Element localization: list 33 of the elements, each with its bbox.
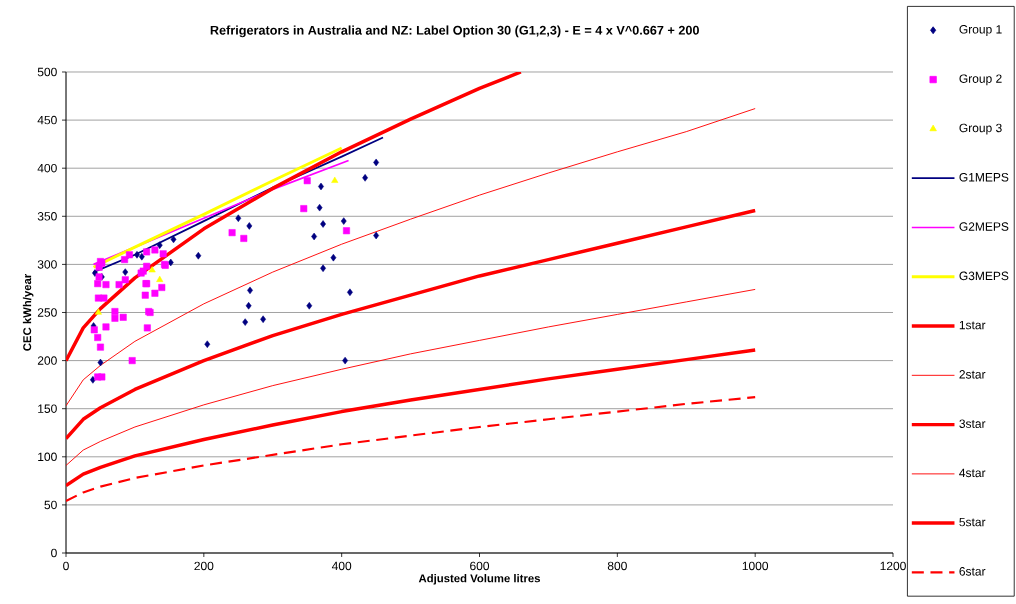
legend-label: Group 3	[959, 123, 1002, 135]
legend-label: 6star	[959, 567, 986, 576]
y-tick-label: 300	[37, 260, 57, 269]
y-tick-label: 150	[38, 404, 57, 413]
legend-label: G3MEPS	[959, 271, 1009, 281]
legend-label: 2star	[959, 370, 986, 379]
legend-label: Group 2	[959, 74, 1002, 86]
y-tick-label: 450	[37, 115, 57, 125]
legend-label: Group 1	[959, 25, 1002, 36]
y-tick-label: 350	[37, 212, 57, 221]
x-tick-label: 1000	[742, 561, 769, 571]
chart-title: Refrigerators in Australia and NZ: Label Option 30 (G1,2,3) - E = 4 x V^0.667 + 200	[210, 25, 699, 38]
x-tick-label: 800	[607, 561, 627, 571]
y-tick-label: 100	[38, 452, 57, 462]
x-tick-label: 600	[470, 561, 490, 571]
y-tick-label: 250	[37, 308, 57, 317]
x-tick-label: 400	[331, 561, 352, 571]
y-tick-label: 200	[37, 356, 57, 365]
y-tick-label: 50	[44, 500, 57, 510]
x-tick-label: 0	[63, 561, 69, 571]
legend-label: 5star	[959, 517, 986, 527]
legend-label: 3star	[959, 419, 986, 428]
x-axis-title: Adjusted Volume litres	[418, 574, 541, 585]
y-axis-title: CEC kWh/year	[22, 273, 34, 351]
y-tick-label: 500	[37, 67, 57, 77]
x-tick-label: 1200	[880, 561, 906, 571]
legend-label: G2MEPS	[959, 222, 1009, 231]
legend-label: 4star	[959, 468, 986, 478]
y-tick-label: 400	[37, 163, 57, 173]
legend-label: G1MEPS	[959, 173, 1009, 182]
y-tick-label: 0	[51, 548, 57, 558]
x-tick-label: 200	[194, 561, 214, 571]
legend-label: 1star	[959, 320, 986, 330]
